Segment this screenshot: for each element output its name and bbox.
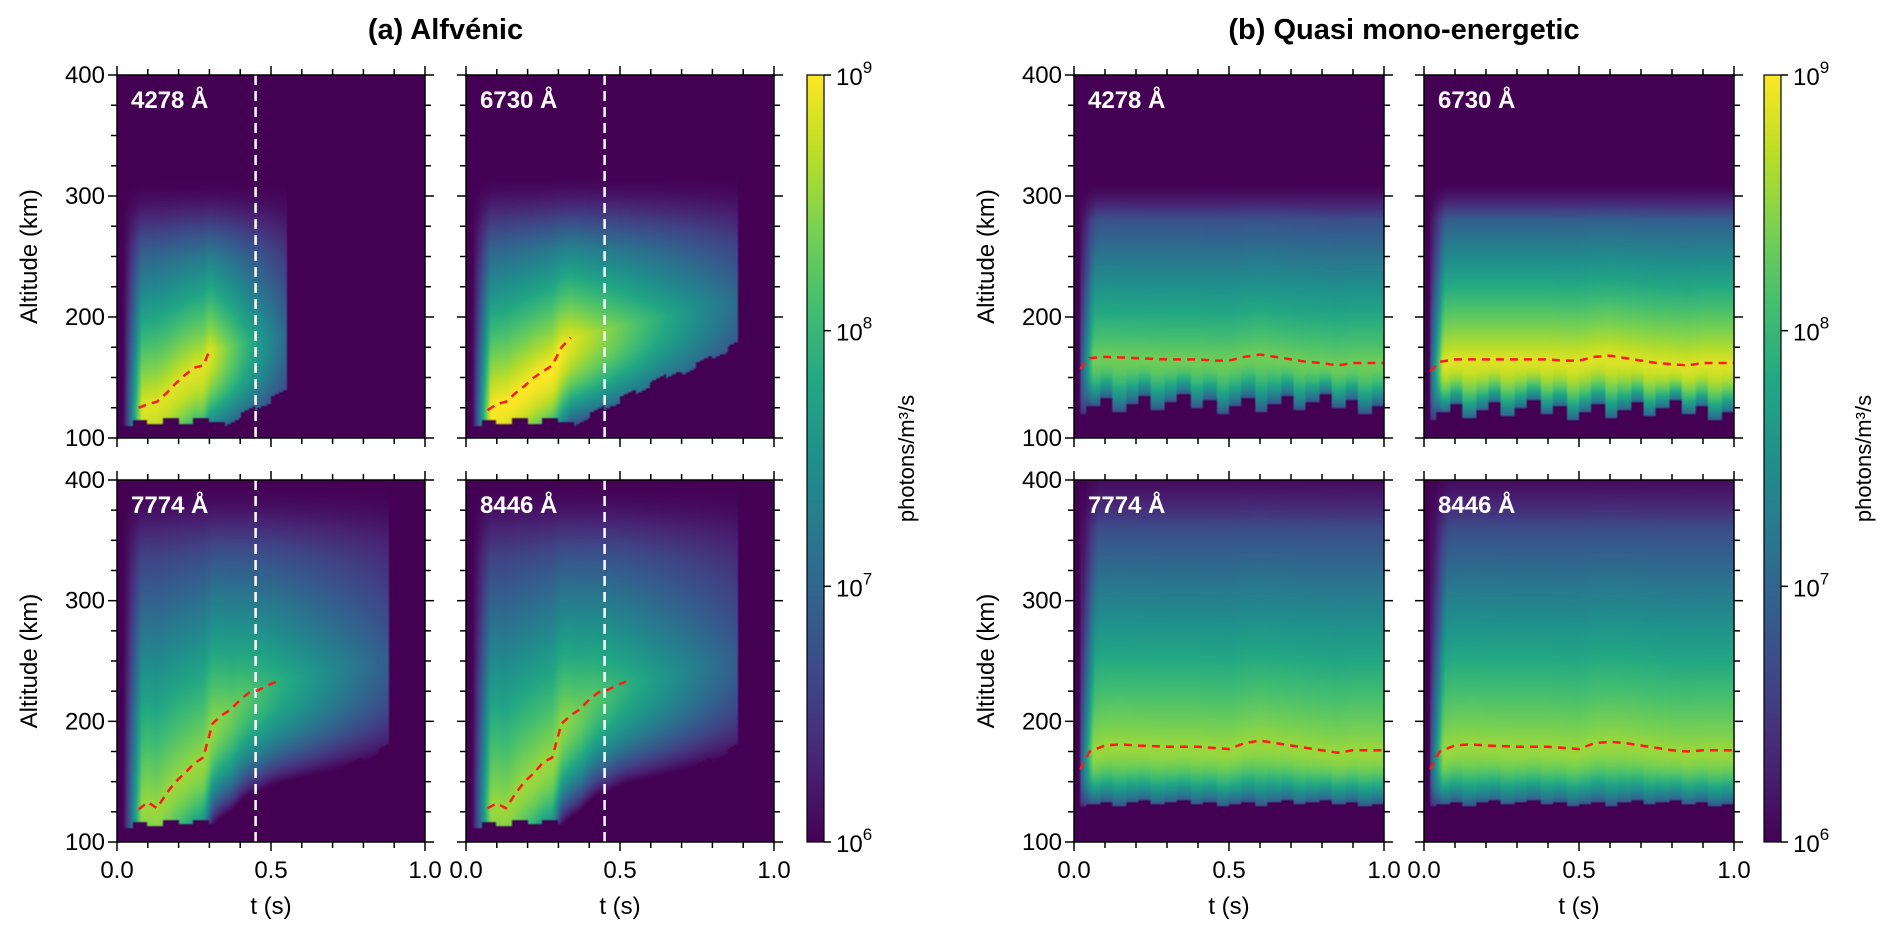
heatmap-image (117, 75, 425, 438)
y-tick-label: 200 (1022, 304, 1062, 331)
x-tick-label: 0.5 (1212, 857, 1245, 884)
colorbar-tick-label: 106 (836, 825, 872, 858)
y-tick-label: 400 (65, 467, 105, 494)
heatmap-image (1424, 480, 1734, 842)
x-tick-label: 0.5 (603, 857, 636, 884)
y-tick-label: 400 (65, 62, 105, 89)
x-axis-label: t (s) (1558, 893, 1599, 920)
y-tick-label: 100 (65, 425, 105, 452)
panel-wavelength-label: 6730 Å (480, 86, 557, 114)
y-tick-label: 300 (1022, 183, 1062, 210)
colorbar-tick-label: 108 (1793, 314, 1829, 347)
x-axis-label: t (s) (250, 893, 291, 920)
panel-1: 6730 Å (457, 66, 783, 447)
x-tick-label: 0.0 (100, 857, 133, 884)
y-tick-label: 300 (1022, 588, 1062, 615)
y-tick-label: 100 (1022, 829, 1062, 856)
x-tick-label: 0.0 (449, 857, 482, 884)
y-tick-label: 400 (1022, 467, 1062, 494)
group-title-mono-energetic: (b) Quasi mono-energetic (1228, 14, 1580, 46)
peak-altitude-line (137, 680, 278, 811)
y-tick-label: 400 (1022, 62, 1062, 89)
heatmap-image (1074, 480, 1384, 842)
peak-altitude-line (1429, 354, 1734, 373)
colorbar-gradient (806, 74, 825, 843)
peak-altitude-line (138, 350, 211, 409)
y-axis-label: Altitude (km) (16, 594, 43, 729)
panel-wavelength-label: 7774 Å (1088, 491, 1165, 519)
y-tick-label: 100 (1022, 425, 1062, 452)
x-axis-label: t (s) (1208, 893, 1249, 920)
panel-wavelength-label: 7774 Å (131, 491, 208, 519)
x-tick-label: 1.0 (408, 857, 441, 884)
panel-5: 6730 Å (1415, 66, 1743, 447)
y-tick-label: 200 (65, 708, 105, 735)
colorbar-tick-label: 107 (836, 569, 872, 602)
panel-wavelength-label: 8446 Å (480, 491, 557, 519)
x-tick-label: 0.5 (1562, 857, 1595, 884)
panel-wavelength-label: 4278 Å (1088, 86, 1165, 114)
y-tick-label: 300 (65, 183, 105, 210)
peak-altitude-line (1429, 740, 1734, 771)
colorbar-1: 106 107 108 109 photons/m³/s (1763, 58, 1876, 858)
y-tick-label: 100 (65, 829, 105, 856)
x-tick-label: 0.0 (1057, 857, 1090, 884)
y-axis-label: Altitude (km) (16, 189, 43, 324)
heatmap-image (117, 480, 425, 842)
panel-wavelength-label: 4278 Å (131, 86, 208, 114)
peak-altitude-line (487, 680, 627, 810)
colorbar-label: photons/m³/s (1851, 395, 1876, 522)
panel-wavelength-label: 8446 Å (1438, 491, 1515, 519)
heatmap-image (1424, 75, 1734, 438)
x-tick-label: 1.0 (757, 857, 790, 884)
panel-wavelength-label: 6730 Å (1438, 86, 1515, 114)
y-tick-label: 300 (65, 588, 105, 615)
panel-4: 4278 Å 100 200 300 400 Altitude (km) (973, 62, 1393, 452)
peak-altitude-line (486, 336, 572, 412)
colorbar-tick-label: 109 (836, 58, 872, 91)
panel-0: 4278 Å 100 200 300 400 Altitude (km) (16, 62, 434, 452)
heatmap-image (466, 480, 774, 842)
colorbar-tick-label: 107 (1793, 569, 1829, 602)
panel-2: 7774 Å 100 200 300 400 0.0 0.5 1.0 t (s) Altitude… (16, 467, 442, 920)
y-axis-label: Altitude (km) (973, 594, 1000, 729)
y-axis-label: Altitude (km) (973, 189, 1000, 324)
heatmap-image (1074, 75, 1384, 438)
y-tick-label: 200 (65, 304, 105, 331)
colorbar-tick-label: 106 (1793, 825, 1829, 858)
x-tick-label: 0.5 (254, 857, 287, 884)
colorbar-tick-label: 109 (1793, 58, 1829, 91)
y-tick-label: 200 (1022, 708, 1062, 735)
panel-7: 8446 Å 0.0 0.5 1.0 t (s) (1407, 471, 1751, 920)
panel-6: 7774 Å 100 200 300 400 0.0 0.5 1.0 t (s) Altitude… (973, 467, 1401, 920)
panel-3: 8446 Å 0.0 0.5 1.0 t (s) (449, 471, 791, 920)
x-axis-label: t (s) (599, 893, 640, 920)
x-tick-label: 1.0 (1717, 857, 1750, 884)
heatmap-image (466, 75, 774, 438)
colorbar-0: 106 107 108 109 photons/m³/s (806, 58, 919, 858)
group-title-alfvenic: (a) Alfvénic (367, 14, 524, 46)
x-tick-label: 1.0 (1367, 857, 1400, 884)
colorbar-label: photons/m³/s (894, 395, 919, 522)
peak-altitude-line (1079, 353, 1384, 370)
x-tick-label: 0.0 (1407, 857, 1440, 884)
colorbar-tick-label: 108 (836, 314, 872, 347)
colorbar-gradient (1763, 74, 1782, 843)
peak-altitude-line (1079, 739, 1384, 771)
